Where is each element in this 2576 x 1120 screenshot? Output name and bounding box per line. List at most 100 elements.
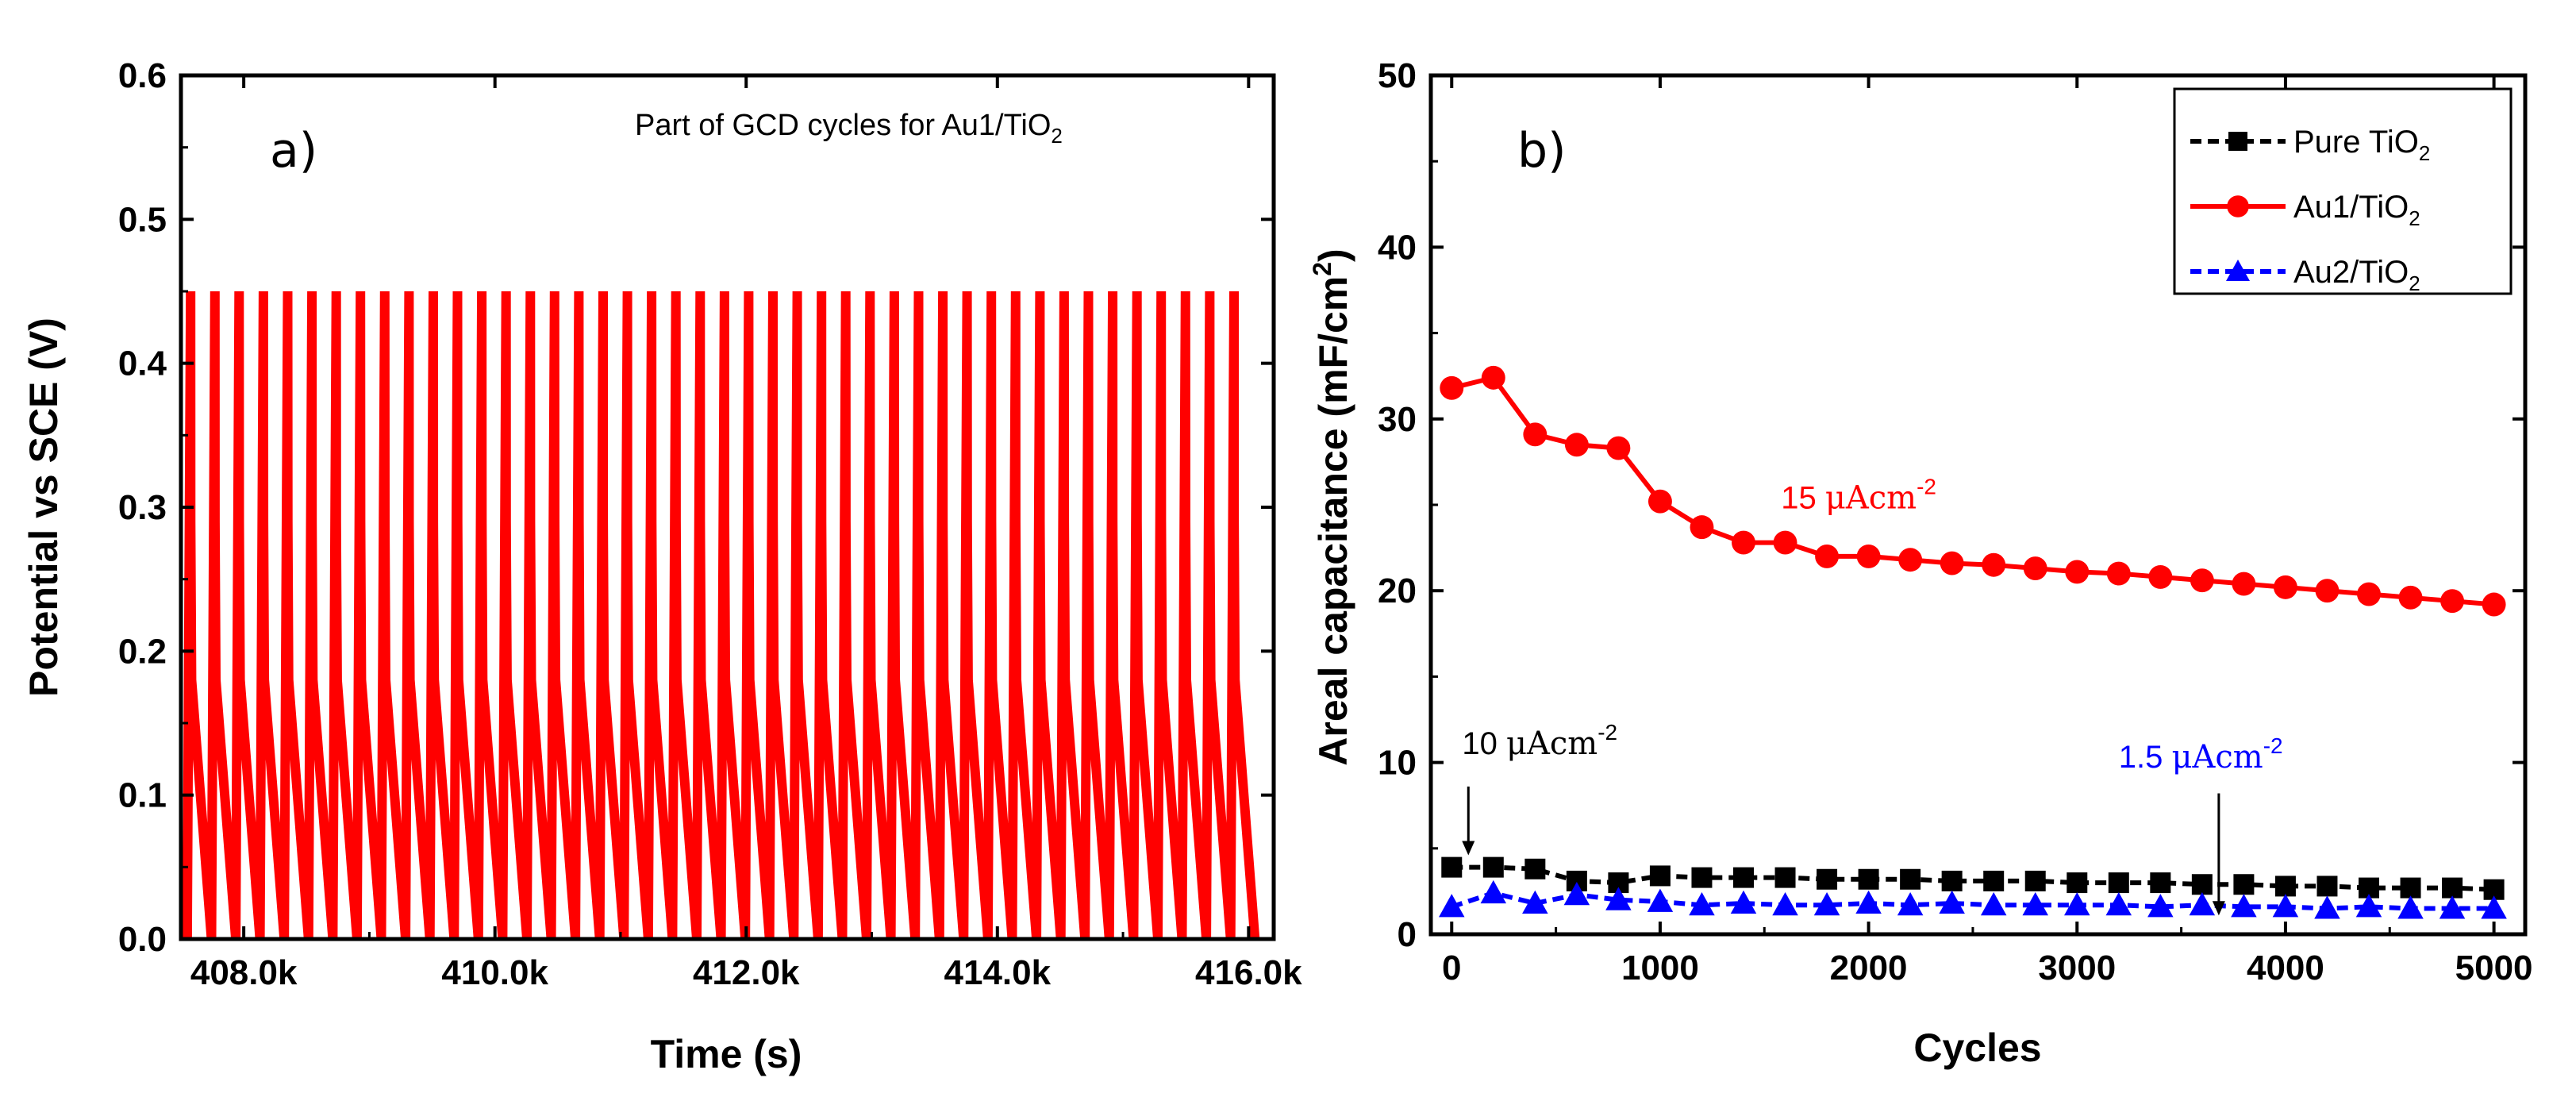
data-point-pure-tio2 bbox=[1941, 870, 1963, 891]
y-tick-label: 0.6 bbox=[118, 56, 167, 95]
y-tick-label: 0.0 bbox=[118, 920, 167, 959]
annotation-10-uacm2: 10 μAcm-2 bbox=[1462, 720, 1617, 762]
chart-b-axes: 0 10 20 30 40 50 0 1000 2000 3000 4000 5000 bbox=[1378, 56, 2532, 987]
data-point-au2-tio2 bbox=[2189, 891, 2216, 916]
y-tick-label: 30 bbox=[1378, 400, 1417, 439]
legend-marker-pure-tio2 bbox=[2228, 132, 2247, 151]
data-point-pure-tio2 bbox=[2400, 877, 2421, 899]
chart-b-y-axis-label-close: ) bbox=[1311, 248, 1355, 262]
data-point-au1-tio2 bbox=[1898, 548, 1923, 572]
data-point-au2-tio2 bbox=[2439, 895, 2466, 919]
data-point-pure-tio2 bbox=[1649, 865, 1671, 887]
data-point-au2-tio2 bbox=[1939, 890, 1965, 914]
data-point-au2-tio2 bbox=[1522, 890, 1548, 914]
legend-label-pure-tio2-text: Pure TiO bbox=[2293, 125, 2419, 160]
data-point-au1-tio2 bbox=[2482, 592, 2506, 617]
annotation-10-unit: μAcm bbox=[1506, 725, 1598, 762]
chart-a-y-axis-label: Potential vs SCE (V) bbox=[21, 318, 66, 697]
data-point-au2-tio2 bbox=[1980, 891, 2007, 916]
chart-b-y-axis-label: Areal capacitance (mF/cm2) bbox=[1308, 248, 1355, 765]
data-point-pure-tio2 bbox=[2274, 876, 2296, 897]
y-tick-label: 0.5 bbox=[118, 200, 167, 239]
chart-a-x-axis-label: Time (s) bbox=[651, 1032, 802, 1076]
legend-marker-au1-tio2 bbox=[2227, 195, 2249, 217]
annotation-15-sup: -2 bbox=[1917, 474, 1936, 498]
data-point-pure-tio2 bbox=[1733, 867, 1754, 888]
x-tick-label: 2000 bbox=[1830, 949, 1908, 987]
data-point-au1-tio2 bbox=[1606, 436, 1631, 460]
data-point-au2-tio2 bbox=[1480, 879, 1507, 904]
legend-label-pure-tio2-sub: 2 bbox=[2419, 141, 2430, 165]
data-point-au2-tio2 bbox=[1647, 888, 1674, 912]
chart-a-panel-label: a) bbox=[270, 123, 317, 179]
y-tick-label: 0.1 bbox=[118, 776, 167, 815]
chart-a: 0.0 0.1 0.2 0.3 0.4 0.5 0.6 408.0k 410.0k 412.0k 4… bbox=[21, 56, 1302, 1076]
data-point-pure-tio2 bbox=[2233, 874, 2255, 895]
series-au2-tio2 bbox=[1439, 879, 2507, 919]
data-point-au2-tio2 bbox=[2314, 895, 2340, 919]
x-tick-label: 1000 bbox=[1621, 949, 1699, 987]
legend-label-au1-tio2-sub: 2 bbox=[2409, 206, 2420, 230]
data-point-au2-tio2 bbox=[2231, 894, 2257, 918]
data-point-au1-tio2 bbox=[1523, 422, 1548, 447]
data-point-au1-tio2 bbox=[1564, 433, 1589, 457]
data-point-au2-tio2 bbox=[2105, 891, 2132, 916]
annotation-arrow-head bbox=[1462, 841, 1475, 856]
annotation-1-5-unit: μAcm bbox=[2172, 739, 2263, 776]
legend-label-au1-tio2-text: Au1/TiO bbox=[2293, 190, 2409, 225]
chart-a-title-subscript: 2 bbox=[1051, 124, 1062, 148]
series-line-pure-tio2 bbox=[1451, 864, 2494, 892]
data-point-pure-tio2 bbox=[1482, 856, 1504, 878]
data-point-au2-tio2 bbox=[1730, 890, 1757, 914]
y-tick-label: 50 bbox=[1378, 56, 1417, 95]
chart-b-panel-label: b) bbox=[1517, 123, 1567, 179]
chart-a-axes: 0.0 0.1 0.2 0.3 0.4 0.5 0.6 408.0k 410.0k 412.0k 4… bbox=[118, 56, 1302, 992]
data-point-au2-tio2 bbox=[1605, 887, 1632, 910]
data-point-pure-tio2 bbox=[2316, 876, 2338, 897]
annotation-15-uacm2: 15 μAcm-2 bbox=[1781, 474, 1936, 516]
chart-b: 0 10 20 30 40 50 0 1000 2000 3000 4000 5000 b) Cycl… bbox=[1308, 56, 2533, 1070]
y-tick-label: 0 bbox=[1398, 915, 1417, 954]
data-point-au1-tio2 bbox=[1773, 530, 1797, 555]
data-point-au1-tio2 bbox=[2357, 582, 2381, 606]
chart-b-y-axis-label-text: Areal capacitance (mF/cm bbox=[1311, 276, 1355, 766]
data-point-au1-tio2 bbox=[1732, 530, 1755, 555]
data-point-au1-tio2 bbox=[2398, 585, 2423, 610]
legend-item-au1-tio2: Au1/TiO2 bbox=[2190, 190, 2420, 230]
data-point-au2-tio2 bbox=[2397, 895, 2424, 919]
chart-b-legend: Pure TiO2 Au1/TiO2 Au2/TiO2 bbox=[2173, 87, 2513, 295]
legend-item-au2-tio2: Au2/TiO2 bbox=[2190, 255, 2420, 295]
legend-item-pure-tio2: Pure TiO2 bbox=[2190, 125, 2430, 165]
data-point-pure-tio2 bbox=[1774, 867, 1796, 888]
data-point-au2-tio2 bbox=[2064, 891, 2090, 916]
chart-b-y-axis-label-sup: 2 bbox=[1308, 262, 1336, 276]
annotation-1-5-uacm2: 1.5 μAcm-2 bbox=[2119, 733, 2283, 776]
annotation-arrow-head bbox=[2212, 901, 2225, 916]
x-tick-label: 410.0k bbox=[441, 953, 548, 992]
data-point-au1-tio2 bbox=[2190, 568, 2214, 593]
legend-label-au2-tio2: Au2/TiO2 bbox=[2293, 255, 2420, 295]
data-point-pure-tio2 bbox=[1691, 867, 1713, 888]
data-point-pure-tio2 bbox=[2191, 874, 2213, 895]
legend-label-au2-tio2-text: Au2/TiO bbox=[2293, 255, 2409, 290]
data-point-au1-tio2 bbox=[1982, 552, 2006, 577]
data-point-au2-tio2 bbox=[2481, 895, 2507, 919]
series-line-au1-tio2 bbox=[1451, 375, 2494, 607]
annotation-1-5-sup: -2 bbox=[2263, 733, 2283, 758]
x-tick-label: 0 bbox=[1442, 949, 1461, 987]
data-point-au2-tio2 bbox=[1897, 891, 1924, 916]
data-point-pure-tio2 bbox=[1817, 868, 1838, 890]
data-point-au1-tio2 bbox=[1940, 551, 1964, 575]
chart-b-annotations: 15 μAcm-2 10 μAcm-2 1.5 μAcm-2 bbox=[1462, 474, 2283, 916]
data-point-au1-tio2 bbox=[2440, 589, 2465, 614]
data-point-pure-tio2 bbox=[2108, 872, 2129, 894]
data-point-au1-tio2 bbox=[2315, 579, 2340, 603]
data-point-au1-tio2 bbox=[2273, 575, 2297, 599]
data-point-au1-tio2 bbox=[1856, 544, 1881, 568]
annotation-15-number: 15 bbox=[1781, 480, 1825, 515]
annotation-15-unit: μAcm bbox=[1825, 479, 1917, 516]
data-point-au1-tio2 bbox=[1690, 515, 1714, 540]
data-point-au2-tio2 bbox=[1439, 894, 1465, 918]
data-point-pure-tio2 bbox=[1441, 856, 1463, 878]
gcd-series-line bbox=[182, 291, 1260, 940]
